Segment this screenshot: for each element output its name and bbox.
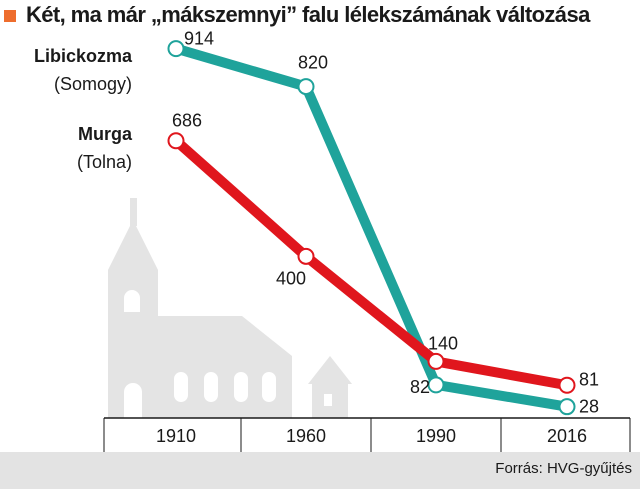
data-label-murga-1910: 686 [172, 111, 202, 131]
footer-bar: Forrás: HVG-gyűjtés [0, 452, 640, 489]
data-label-libickozma-1960: 820 [298, 53, 328, 73]
data-point-murga-1910 [167, 132, 185, 150]
legend-murga-region: (Tolna) [76, 152, 132, 172]
source-note: Forrás: HVG-gyűjtés [495, 460, 632, 477]
legend-libickozma-region: (Somogy) [53, 74, 132, 94]
data-point-libickozma-1960 [297, 78, 315, 96]
series-line-murga [171, 135, 572, 391]
x-tick-label-1910: 1910 [156, 426, 196, 446]
title-accent-square [4, 10, 16, 22]
data-point-libickozma-1910 [167, 40, 185, 58]
series-line-libickozma [171, 43, 572, 412]
data-label-libickozma-2016: 28 [579, 397, 599, 417]
data-label-libickozma-1990: 82 [410, 377, 430, 397]
data-label-murga-1990: 140 [428, 333, 458, 353]
x-tick-label-1960: 1960 [286, 426, 326, 446]
data-point-murga-2016 [558, 376, 576, 394]
line-chart: 914 820 82 28 686 400 140 81 1910 1960 1990 2016 [103, 29, 631, 452]
legend-murga-name: Murga [78, 124, 132, 144]
data-point-libickozma-1990 [427, 376, 445, 394]
chart-title: Két, ma már „mákszemnyi” falu lélekszámá… [26, 2, 590, 27]
data-label-libickozma-1910: 914 [184, 29, 214, 49]
legend-libickozma-name: Libickozma [33, 46, 132, 66]
data-label-murga-2016: 81 [579, 369, 599, 389]
data-point-murga-1990 [427, 352, 445, 370]
data-label-murga-1960: 400 [276, 268, 306, 288]
title-row: Két, ma már „mákszemnyi” falu lélekszámá… [0, 0, 640, 36]
x-tick-label-2016: 2016 [547, 426, 587, 446]
x-tick-label-1990: 1990 [416, 426, 456, 446]
data-point-libickozma-2016 [558, 398, 576, 416]
church-illustration [108, 198, 352, 418]
data-point-murga-1960 [297, 247, 315, 265]
